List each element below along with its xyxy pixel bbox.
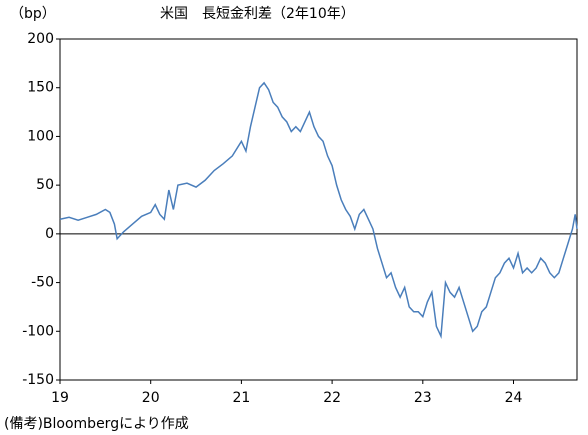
x-tick-label: 19 [51,390,69,406]
y-tick-label: 150 [27,80,54,96]
x-tick-label: 21 [232,390,250,406]
y-tick-label: 0 [45,226,54,242]
y-tick-label: -50 [31,275,54,291]
y-tick-label: 100 [27,128,54,144]
x-tick-label: 20 [142,390,160,406]
plot-area [59,38,578,381]
x-tick-label: 23 [414,390,432,406]
y-tick-label: -100 [22,323,54,339]
series-line [59,81,578,340]
source-note: (備考)Bloombergにより作成 [4,416,189,432]
y-tick-label: 200 [27,31,54,47]
chart-title: 米国 長短金利差（2年10年） [160,6,355,22]
y-tick-label: 50 [36,177,54,193]
y-tick-label: -150 [22,372,54,388]
x-tick-label: 24 [505,390,523,406]
y-axis-unit: （bp） [10,6,56,22]
x-tick-label: 22 [323,390,341,406]
